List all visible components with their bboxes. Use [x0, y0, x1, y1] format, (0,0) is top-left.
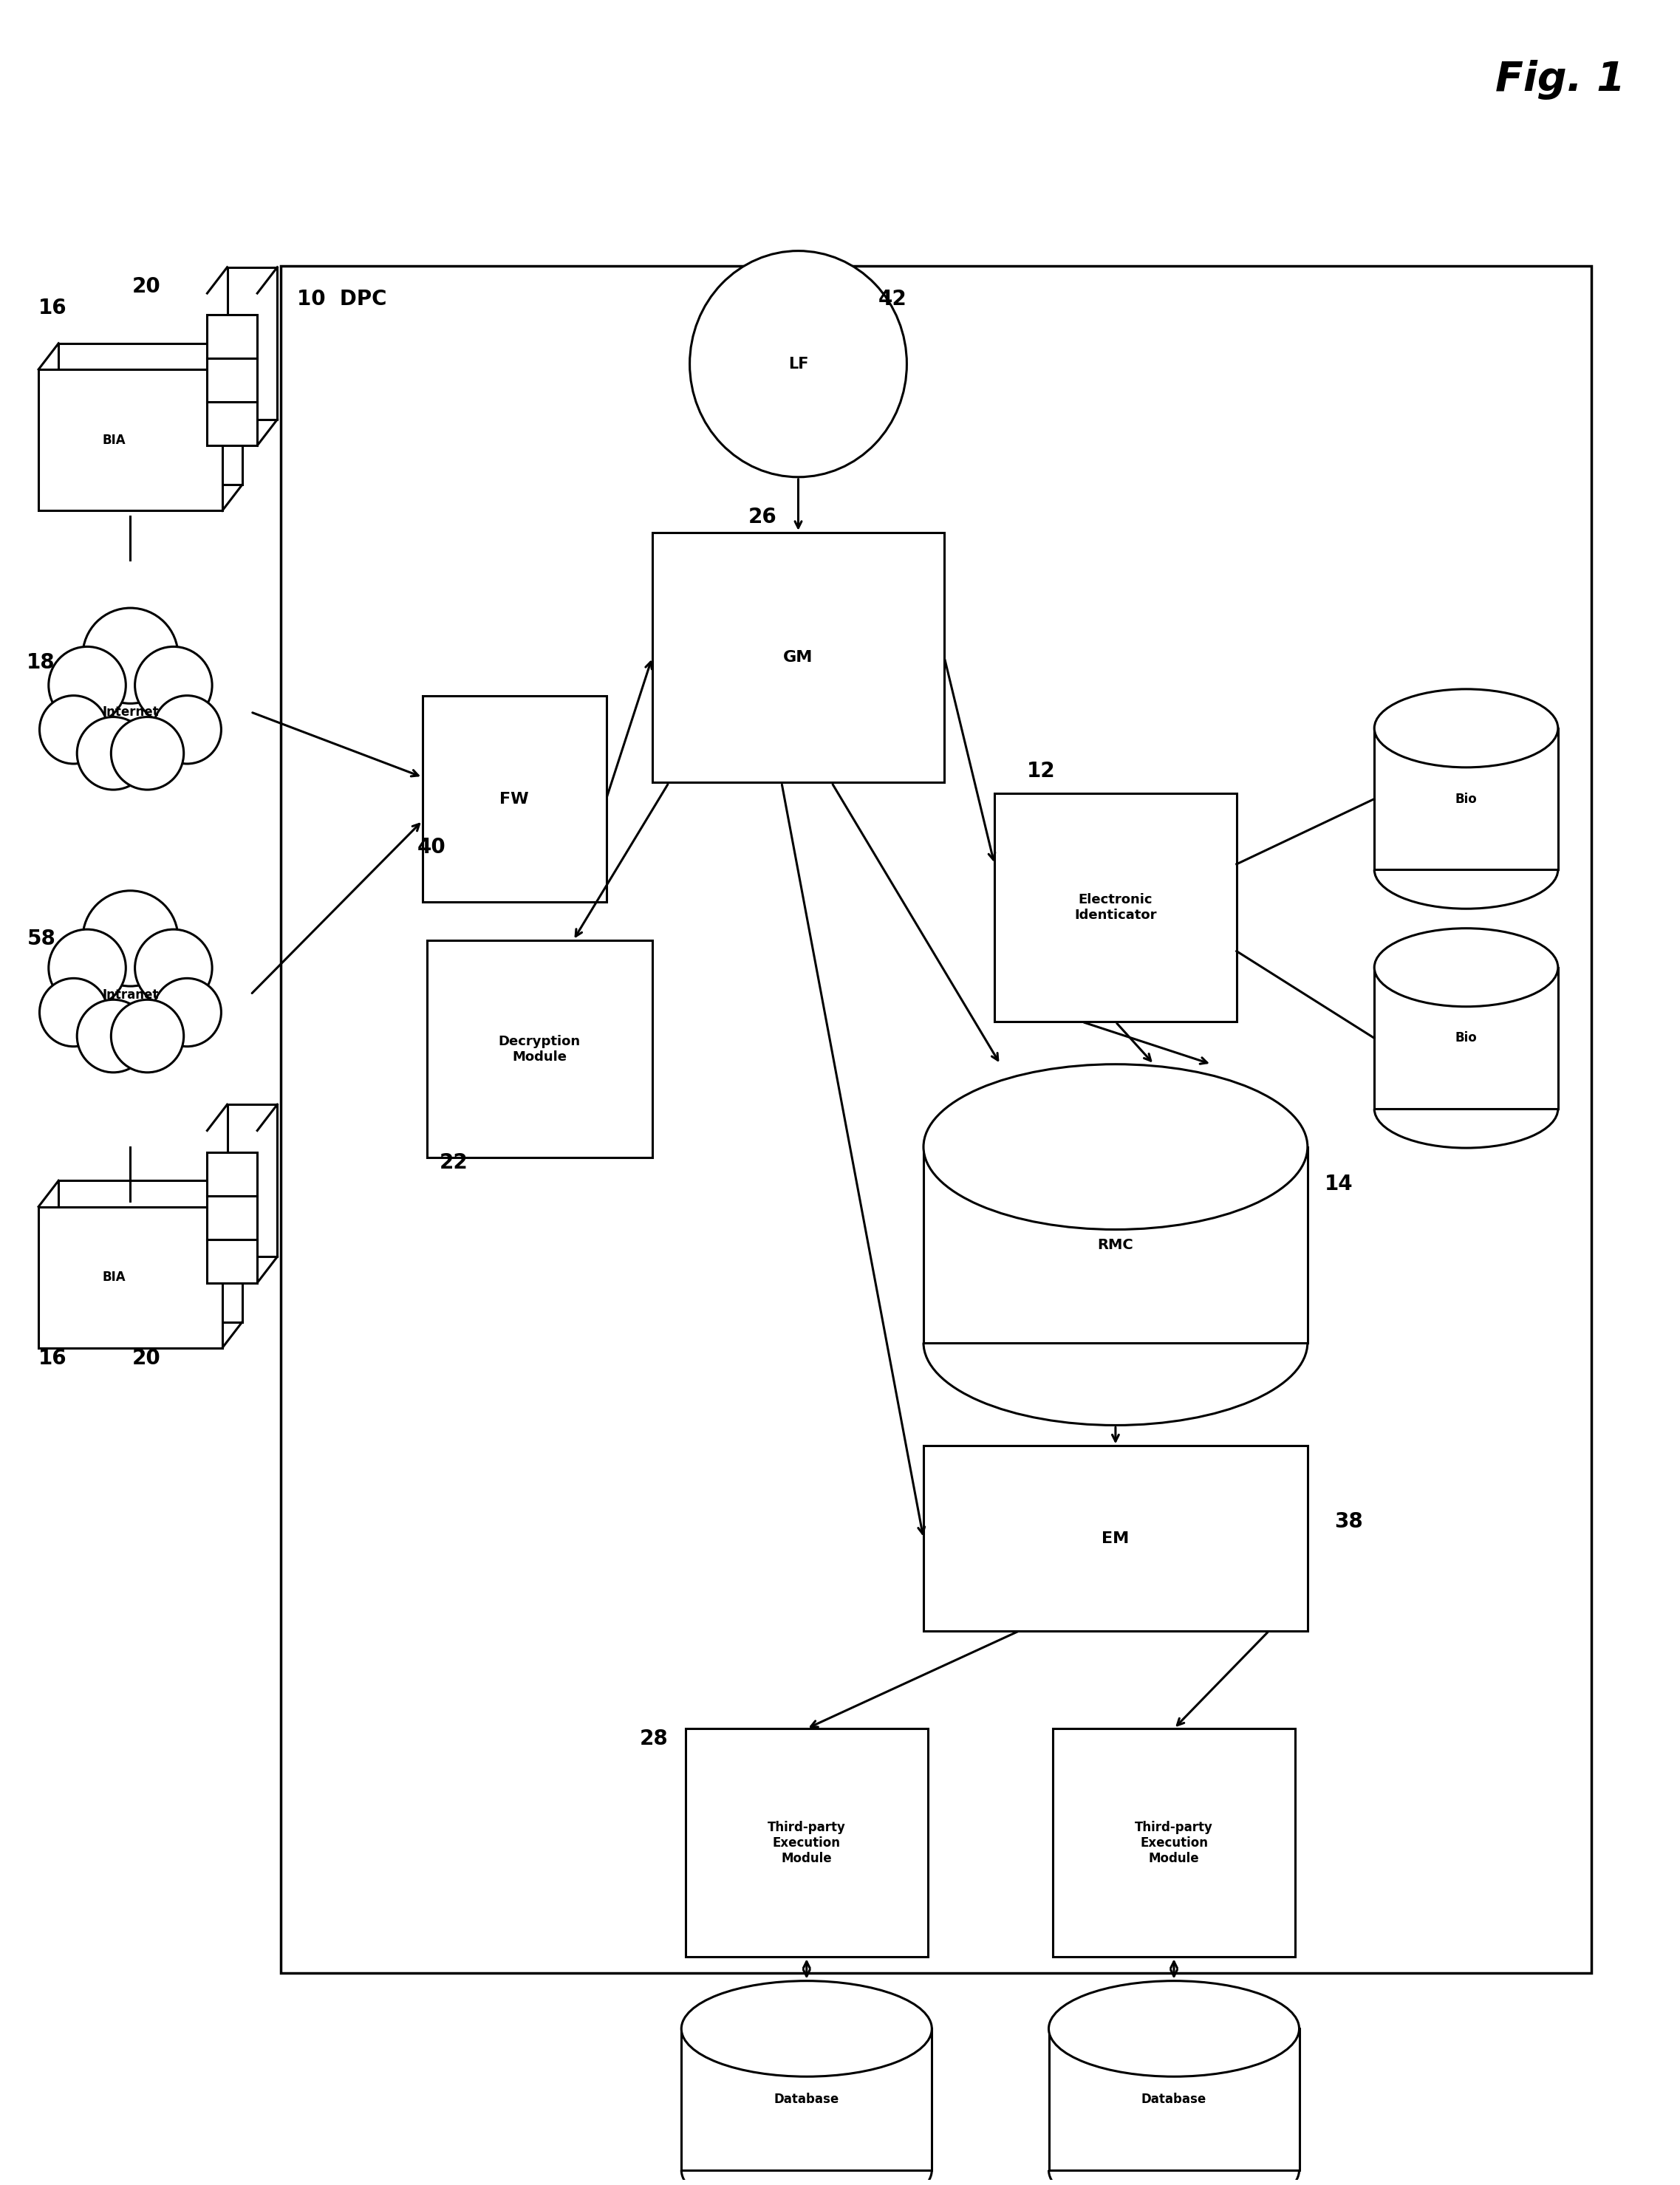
Text: Internet: Internet — [102, 706, 158, 719]
Bar — [685, 1728, 927, 1958]
Ellipse shape — [77, 717, 150, 789]
Text: 28: 28 — [640, 1728, 669, 1750]
Bar — [207, 1151, 257, 1195]
Bar — [427, 940, 652, 1158]
Text: 14: 14 — [1324, 1173, 1352, 1195]
Text: 24: 24 — [1413, 701, 1441, 723]
Bar — [59, 343, 242, 485]
Ellipse shape — [690, 251, 907, 476]
Ellipse shape — [1374, 929, 1557, 1007]
Bar — [207, 315, 257, 358]
Bar — [682, 2028, 932, 2170]
Ellipse shape — [82, 891, 178, 985]
Ellipse shape — [111, 1001, 183, 1073]
Text: 10  DPC: 10 DPC — [297, 288, 386, 310]
Bar — [207, 402, 257, 446]
Text: Third-party
Execution
Module: Third-party Execution Module — [768, 1820, 845, 1864]
Text: 22: 22 — [438, 1151, 469, 1173]
Text: Electronic
Identicator: Electronic Identicator — [1074, 894, 1158, 922]
Text: Fig. 1: Fig. 1 — [1495, 59, 1625, 98]
Bar — [39, 369, 222, 511]
Bar — [924, 1147, 1307, 1342]
Bar — [227, 267, 277, 420]
Text: LF: LF — [788, 356, 808, 371]
Text: GM: GM — [783, 651, 813, 664]
Ellipse shape — [924, 1064, 1307, 1230]
Text: Decryption
Module: Decryption Module — [499, 1036, 581, 1064]
Bar — [1053, 1728, 1295, 1958]
Text: 12: 12 — [1026, 760, 1055, 782]
Text: BIA: BIA — [102, 1272, 126, 1285]
Text: Third-party
Execution
Module: Third-party Execution Module — [1134, 1820, 1213, 1864]
Text: 42: 42 — [879, 288, 907, 310]
Ellipse shape — [153, 695, 222, 765]
Bar — [1374, 728, 1557, 870]
Text: 26: 26 — [748, 507, 776, 527]
Bar — [995, 793, 1236, 1023]
Text: EM: EM — [1102, 1532, 1129, 1545]
Bar — [1374, 968, 1557, 1108]
Ellipse shape — [1048, 1982, 1299, 2076]
Text: 38: 38 — [1334, 1512, 1362, 1532]
Ellipse shape — [134, 929, 212, 1007]
Text: Database: Database — [1141, 2093, 1206, 2106]
Ellipse shape — [40, 979, 108, 1047]
Ellipse shape — [682, 1982, 932, 2076]
Bar — [59, 1180, 242, 1322]
Bar — [281, 267, 1591, 1973]
Bar — [423, 695, 606, 902]
Text: 18: 18 — [27, 651, 55, 673]
Bar — [227, 1103, 277, 1256]
Text: 58: 58 — [27, 929, 55, 948]
Bar — [207, 1239, 257, 1283]
Ellipse shape — [49, 647, 126, 723]
Text: Bio: Bio — [1455, 1031, 1477, 1044]
Text: 40: 40 — [418, 837, 447, 859]
Bar — [1048, 2028, 1299, 2170]
Ellipse shape — [40, 695, 108, 765]
Ellipse shape — [77, 1001, 150, 1073]
Ellipse shape — [153, 979, 222, 1047]
Bar — [39, 1206, 222, 1348]
Text: 16: 16 — [39, 1348, 67, 1368]
Bar — [207, 1195, 257, 1239]
Ellipse shape — [1374, 688, 1557, 767]
Ellipse shape — [134, 647, 212, 723]
Bar — [652, 533, 944, 782]
Ellipse shape — [82, 607, 178, 704]
Text: Bio: Bio — [1455, 793, 1477, 806]
Ellipse shape — [49, 929, 126, 1007]
Text: BIA: BIA — [102, 433, 126, 446]
Bar — [924, 1446, 1307, 1630]
Text: 20: 20 — [133, 275, 161, 297]
Ellipse shape — [111, 717, 183, 789]
Text: 20: 20 — [133, 1348, 161, 1368]
Text: Database: Database — [774, 2093, 840, 2106]
Text: 16: 16 — [39, 297, 67, 319]
Bar — [207, 358, 257, 402]
Text: RMC: RMC — [1097, 1237, 1134, 1252]
Text: FW: FW — [499, 791, 529, 806]
Text: Intranet: Intranet — [102, 988, 158, 1001]
